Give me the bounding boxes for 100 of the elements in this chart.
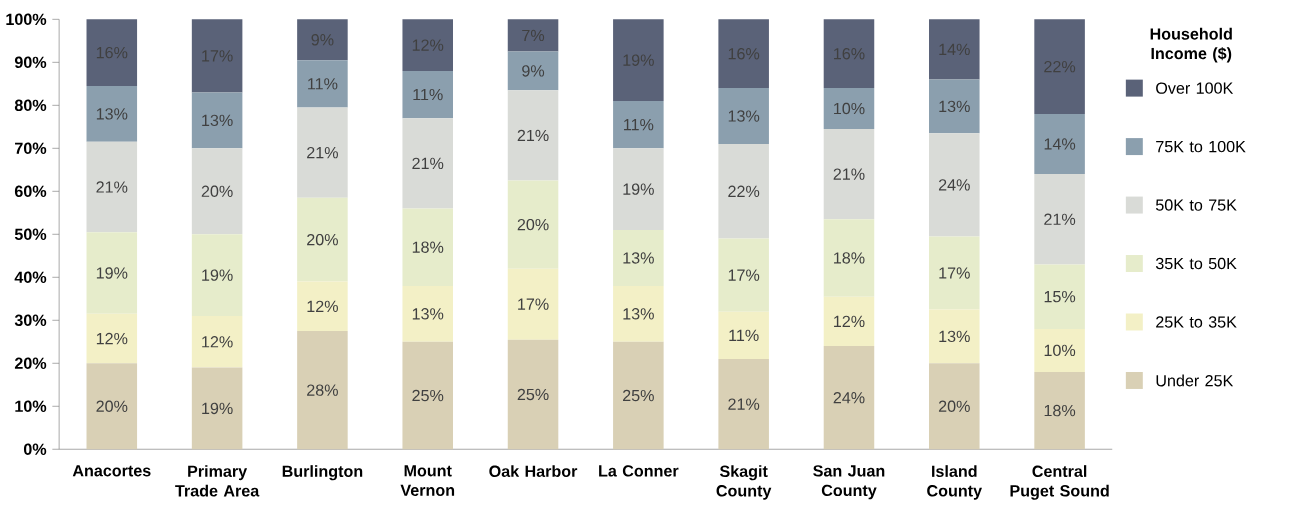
bar bbox=[1034, 19, 1085, 114]
legend-label: 25K to 35K bbox=[1156, 316, 1237, 328]
bar bbox=[402, 208, 453, 286]
data-label: 7% bbox=[522, 29, 545, 41]
data-label: 13% bbox=[412, 307, 444, 320]
bar bbox=[297, 59, 348, 108]
bar bbox=[297, 330, 348, 450]
y-tick-label: 60% bbox=[14, 185, 47, 197]
data-label: 19% bbox=[96, 267, 128, 279]
bar bbox=[823, 19, 875, 88]
data-label: 13% bbox=[939, 100, 970, 112]
data-label: 20% bbox=[201, 185, 233, 197]
data-label: 21% bbox=[412, 157, 444, 169]
bar bbox=[297, 19, 348, 60]
data-label: 12% bbox=[96, 332, 128, 345]
bar bbox=[191, 315, 243, 368]
bar bbox=[718, 358, 769, 450]
y-tick-label: 70% bbox=[15, 142, 47, 154]
legend-label: 75K to 100K bbox=[1156, 140, 1246, 153]
data-label: 22% bbox=[728, 185, 760, 197]
bar bbox=[613, 100, 664, 149]
bar bbox=[297, 281, 348, 331]
data-label: 11% bbox=[308, 77, 338, 90]
bar bbox=[718, 19, 769, 88]
data-label: 21% bbox=[307, 146, 338, 159]
y-tick-label: 20% bbox=[14, 357, 47, 369]
x-tick-label: Central Puget Sound bbox=[1010, 464, 1109, 500]
data-label: 12% bbox=[307, 300, 338, 312]
data-label: 13% bbox=[96, 107, 128, 120]
x-tick-label: Mount Vernon bbox=[400, 464, 455, 496]
bar bbox=[613, 229, 664, 286]
bar bbox=[507, 339, 559, 450]
data-label: 10% bbox=[1044, 344, 1076, 356]
bar bbox=[402, 70, 453, 118]
data-label: 28% bbox=[307, 384, 338, 396]
bar bbox=[718, 311, 769, 359]
x-tick-label: Primary Trade Area bbox=[175, 464, 260, 497]
data-label: 21% bbox=[517, 129, 549, 141]
data-label: 18% bbox=[412, 241, 444, 253]
data-label: 21% bbox=[96, 181, 128, 193]
bar bbox=[402, 341, 453, 450]
data-label: 14% bbox=[939, 43, 970, 55]
x-tick-label: Anacortes bbox=[72, 464, 151, 477]
bar bbox=[191, 148, 243, 235]
y-tick-label: 30% bbox=[14, 314, 47, 326]
data-label: 9% bbox=[522, 64, 545, 77]
bar bbox=[86, 85, 138, 142]
bar bbox=[718, 87, 769, 144]
bar bbox=[507, 51, 559, 91]
data-label: 17% bbox=[202, 50, 233, 62]
data-label: 21% bbox=[728, 398, 760, 410]
bar bbox=[1034, 173, 1085, 265]
x-tick-label: Oak Harbor bbox=[489, 464, 578, 477]
data-label: 13% bbox=[623, 307, 654, 320]
y-tick-label: 0% bbox=[23, 443, 47, 455]
data-label: 19% bbox=[202, 402, 233, 414]
bar bbox=[718, 238, 769, 312]
data-label: 12% bbox=[834, 315, 865, 327]
bar bbox=[929, 133, 980, 237]
bar bbox=[823, 87, 875, 129]
data-label: 25% bbox=[517, 388, 549, 400]
y-tick-label: 10% bbox=[15, 400, 47, 412]
bar bbox=[823, 128, 875, 220]
x-tick-label: La Conner bbox=[599, 464, 679, 477]
data-label: 17% bbox=[939, 267, 970, 279]
data-label: 16% bbox=[96, 46, 128, 59]
y-tick-label: 80% bbox=[14, 99, 47, 111]
data-label: 11% bbox=[413, 88, 443, 100]
bar bbox=[929, 79, 980, 134]
data-label: 11% bbox=[624, 118, 654, 131]
data-label: 17% bbox=[728, 269, 760, 281]
data-label: 20% bbox=[938, 400, 970, 412]
legend-title: Household Income ($) bbox=[1150, 27, 1232, 63]
data-label: 13% bbox=[728, 110, 760, 122]
bar bbox=[86, 141, 138, 232]
y-tick-label: 100% bbox=[6, 13, 47, 25]
data-label: 19% bbox=[202, 269, 233, 281]
bar bbox=[191, 19, 243, 93]
data-label: 18% bbox=[1044, 404, 1076, 417]
bar bbox=[613, 19, 664, 101]
data-label: 20% bbox=[307, 233, 338, 246]
data-label: 21% bbox=[833, 168, 865, 180]
bar bbox=[86, 313, 138, 364]
bar bbox=[613, 148, 664, 230]
bar bbox=[86, 19, 138, 86]
data-label: 15% bbox=[1044, 290, 1076, 303]
x-tick-label: Island County bbox=[927, 464, 982, 500]
bar bbox=[507, 19, 559, 52]
bar bbox=[1034, 371, 1085, 450]
data-label: 24% bbox=[833, 391, 865, 404]
data-label: 11% bbox=[729, 329, 759, 341]
data-label: 12% bbox=[412, 39, 444, 51]
x-tick-label: Skagit County bbox=[716, 464, 772, 500]
data-label: 20% bbox=[96, 400, 128, 412]
bar bbox=[86, 231, 138, 314]
bar bbox=[191, 234, 243, 316]
data-label: 24% bbox=[938, 178, 970, 191]
data-label: 25% bbox=[412, 389, 444, 402]
x-tick-label: Burlington bbox=[282, 464, 363, 481]
data-label: 19% bbox=[623, 54, 654, 66]
